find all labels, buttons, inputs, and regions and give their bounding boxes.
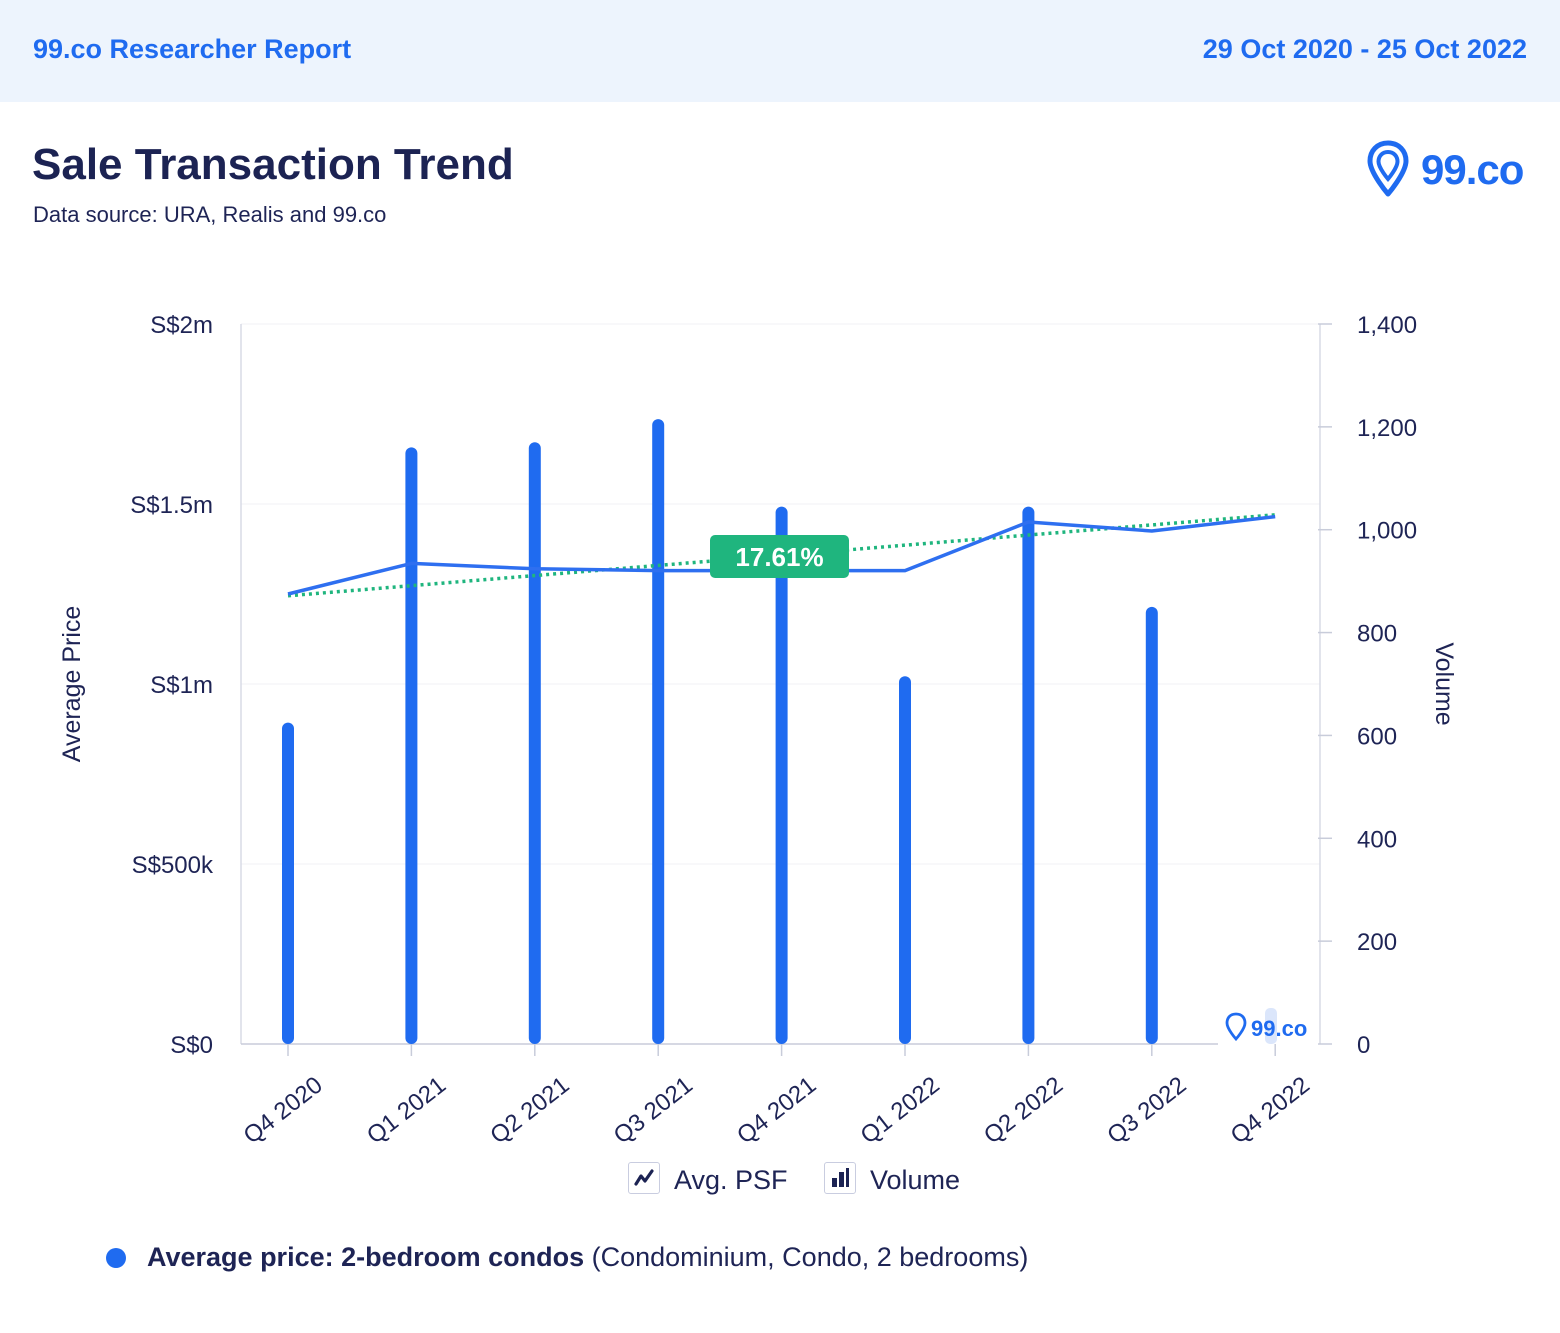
sale-transaction-chart: S$0 S$500k S$1m S$1.5m S$2m 0 200 400 600 800 1,00…	[58, 312, 1458, 1149]
volume-bar	[282, 722, 294, 1044]
y-tick-label: S$500k	[132, 852, 214, 879]
y2-tick-label: 600	[1357, 723, 1397, 750]
watermark-pin-icon	[1225, 1012, 1247, 1042]
trend-percentage-badge	[710, 535, 849, 578]
report-date-range: 29 Oct 2020 - 25 Oct 2022	[1202, 34, 1527, 64]
bar-chart-icon	[824, 1162, 856, 1194]
y-axis-title: Average Price	[58, 606, 86, 763]
y-tick-label: S$2m	[150, 312, 213, 339]
brand-logo-text: 99.co	[1421, 146, 1524, 193]
legend-label-avg-psf: Avg. PSF	[674, 1165, 788, 1195]
series-color-dot	[106, 1248, 126, 1268]
x-tick-label: Q3 2022	[1102, 1071, 1191, 1149]
y2-tick-label: 1,000	[1357, 518, 1417, 545]
y2-tick-label: 1,200	[1357, 415, 1417, 442]
trend-percentage-label: 17.61%	[735, 542, 823, 572]
y-tick-label: S$0	[170, 1032, 213, 1059]
y2-tick-label: 400	[1357, 826, 1397, 853]
chart-watermark: 99.co	[1251, 1016, 1307, 1041]
volume-bar	[528, 442, 541, 1044]
x-tick-label: Q2 2021	[485, 1071, 574, 1149]
volume-bar	[652, 419, 665, 1045]
volume-bar	[1145, 606, 1158, 1044]
volume-bar	[1022, 506, 1035, 1045]
x-tick-label: Q1 2022	[856, 1071, 945, 1149]
data-source-subtitle: Data source: URA, Realis and 99.co	[33, 202, 387, 227]
series-footnote: Average price: 2-bedroom condos (Condomi…	[106, 1240, 1206, 1280]
y2-tick-label: 800	[1357, 621, 1397, 648]
line-chart-icon	[628, 1162, 660, 1194]
volume-bar	[899, 676, 911, 1044]
x-tick-label: Q2 2022	[979, 1071, 1068, 1149]
volume-bar	[775, 506, 788, 1045]
x-tick-label: Q4 2020	[239, 1071, 328, 1149]
y-tick-label: S$1.5m	[130, 492, 213, 519]
brand-logo: 99.co	[1366, 138, 1530, 200]
volume-bar	[405, 447, 418, 1044]
y2-tick-label: 1,400	[1357, 312, 1417, 339]
series-footnote-bold: Average price: 2-bedroom condos	[147, 1242, 585, 1272]
y2-axis-title: Volume	[1430, 642, 1458, 725]
x-tick-label: Q1 2021	[362, 1071, 451, 1149]
legend-label-volume: Volume	[870, 1165, 961, 1195]
y-tick-label: S$1m	[150, 672, 213, 699]
location-pin-icon	[1367, 140, 1409, 197]
y2-tick-label: 200	[1357, 929, 1397, 956]
x-tick-label: Q4 2022	[1226, 1071, 1315, 1149]
page-title: Sale Transaction Trend	[32, 140, 514, 189]
report-title: 99.co Researcher Report	[33, 34, 352, 64]
series-footnote-rest: (Condominium, Condo, 2 bedrooms)	[584, 1242, 1029, 1272]
x-tick-label: Q3 2021	[609, 1071, 698, 1149]
chart-legend: Avg. PSF Volume	[628, 1158, 988, 1198]
watermark-ghost-bar	[1265, 1008, 1277, 1044]
y2-tick-label: 0	[1357, 1032, 1370, 1059]
series-footnote-text: Average price: 2-bedroom condos (Condomi…	[147, 1242, 1028, 1273]
report-header-bar: 99.co Researcher Report 29 Oct 2020 - 25…	[0, 0, 1560, 102]
x-tick-label: Q4 2021	[732, 1071, 821, 1149]
